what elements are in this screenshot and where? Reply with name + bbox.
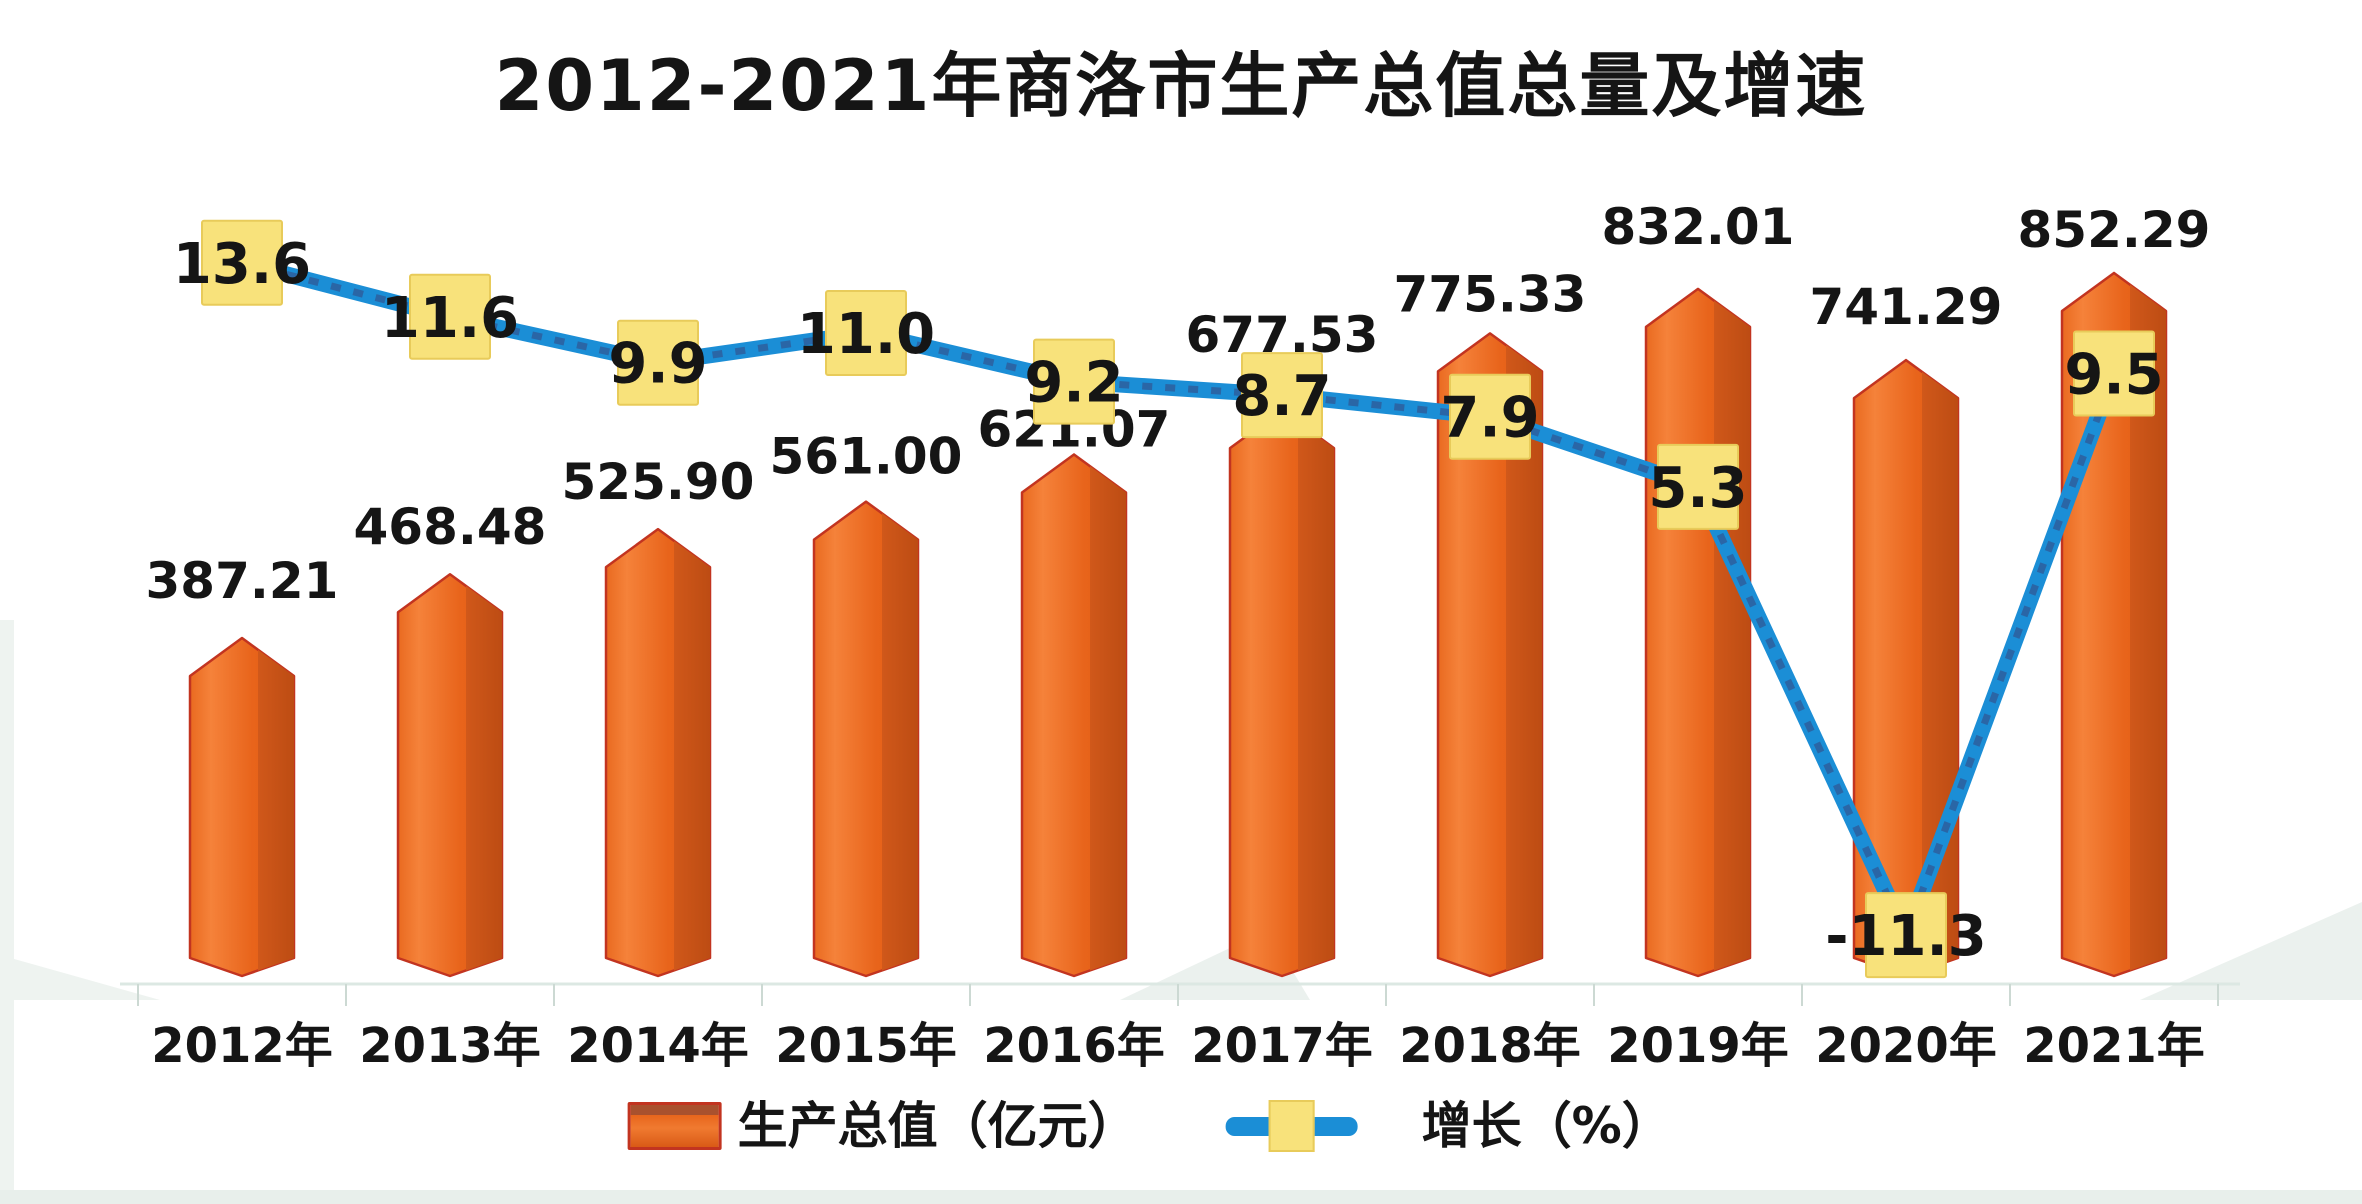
growth-marker [825, 290, 907, 376]
growth-value-label: 7.9 [1440, 386, 1539, 451]
line-legend-swatch [1225, 1098, 1358, 1154]
growth-marker [1449, 373, 1531, 460]
x-axis-label: 2018年 [1399, 1018, 1581, 1074]
line-legend-marker [1268, 1100, 1315, 1152]
bar-legend-swatch [627, 1102, 722, 1150]
line-legend-label: 增长（%） [1421, 1097, 1672, 1155]
bar-value-label: 387.21 [146, 552, 339, 610]
bar-value-label: 741.29 [1810, 278, 2003, 336]
growth-marker [201, 219, 283, 306]
page-edge-artifact-left [0, 620, 14, 1190]
bar-value-label: 525.90 [562, 453, 755, 511]
growth-value-label: 9.9 [608, 332, 707, 397]
bar-2016年 [1020, 453, 1128, 978]
x-axis-label: 2015年 [775, 1018, 957, 1074]
bar-2019年 [1644, 287, 1752, 978]
x-axis-label: 2016年 [983, 1018, 1165, 1074]
page-edge-artifact-bottom [0, 1190, 2362, 1204]
growth-marker [1865, 892, 1947, 979]
bar-value-label: 775.33 [1394, 265, 1587, 323]
chart-title: 2012-2021年商洛市生产总值总量及增速 [494, 45, 1868, 127]
growth-line [234, 254, 2122, 944]
x-axis-label: 2014年 [567, 1018, 749, 1074]
growth-value-label: 13.6 [173, 232, 311, 297]
bar-series [188, 271, 2168, 978]
growth-marker [1033, 338, 1115, 425]
x-axis-label: 2013年 [359, 1018, 541, 1074]
bar-2020年 [1852, 358, 1960, 978]
bar-value-label: 852.29 [2018, 201, 2211, 259]
growth-value-label: 11.0 [797, 302, 935, 367]
growth-markers: 13.6 11.6 9.9 11.0 9.2 8.7 7.9 5.3 -11.3 9.5 [173, 219, 2164, 979]
x-axis-label: 2019年 [1607, 1018, 1789, 1074]
bar-legend-label: 生产总值（亿元） [737, 1097, 1138, 1155]
bar-2014年 [604, 527, 712, 978]
growth-value-label: 5.3 [1648, 456, 1747, 521]
growth-value-label: 9.5 [2064, 343, 2163, 408]
legend: 生产总值（亿元） 增长（%） [627, 1097, 1672, 1155]
bar-2013年 [396, 572, 504, 978]
x-axis-label: 2021年 [2023, 1018, 2205, 1074]
x-axis [120, 982, 2240, 1006]
bar-2012年 [188, 636, 296, 978]
growth-value-label: 9.2 [1024, 351, 1123, 416]
growth-marker [2073, 330, 2155, 417]
x-axis-label: 2020年 [1815, 1018, 1997, 1074]
bar-value-label: 561.00 [770, 428, 963, 486]
bar-2015年 [812, 500, 920, 978]
growth-value-label: -11.3 [1825, 904, 1986, 969]
bar-value-label: 832.01 [1602, 198, 1795, 256]
bar-value-label: 468.48 [354, 498, 547, 556]
bar-2017年 [1228, 408, 1336, 978]
bar-2018年 [1436, 332, 1544, 978]
x-axis-labels: 2012年 2013年 2014年 2015年 2016年 2017年 2018年 2019年… [151, 1018, 2205, 1074]
growth-marker [1657, 443, 1739, 530]
x-axis-label: 2017年 [1191, 1018, 1373, 1074]
growth-marker [1241, 352, 1323, 439]
x-axis-label: 2012年 [151, 1018, 333, 1074]
growth-marker [617, 319, 699, 406]
growth-value-label: 11.6 [381, 286, 519, 351]
growth-value-label: 8.7 [1232, 364, 1331, 429]
growth-marker [409, 273, 491, 360]
